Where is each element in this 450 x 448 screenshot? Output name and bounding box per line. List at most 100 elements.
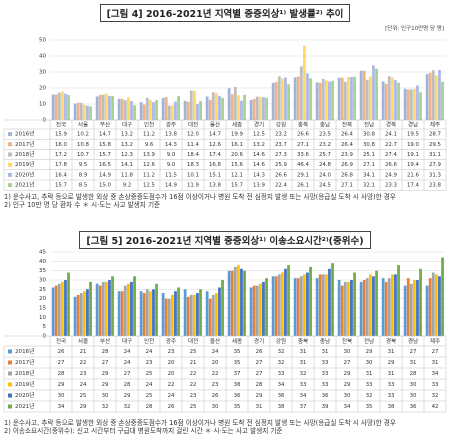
bar — [120, 291, 124, 336]
bar — [369, 76, 372, 120]
bar — [111, 276, 114, 336]
y-tick-label: 5 — [43, 324, 47, 330]
table-cell: 30 — [366, 360, 373, 366]
y-tick-label: 45 — [39, 250, 46, 256]
bar — [309, 78, 312, 120]
table-cell: 15.7 — [55, 183, 67, 189]
bar — [249, 100, 253, 120]
table-cell: 26.8 — [341, 172, 354, 178]
table-cell: 16.5 — [99, 162, 111, 168]
table-cell: 23 — [80, 371, 87, 377]
table-cell: 25.1 — [363, 152, 375, 158]
bar — [409, 283, 413, 336]
table-cell: 12.0 — [187, 132, 200, 138]
bar — [381, 278, 385, 336]
table-cell: 25 — [190, 349, 197, 355]
table-cell: 14.7 — [209, 132, 221, 138]
table-cell: 30.8 — [363, 132, 376, 138]
table-cell: 23 — [212, 382, 219, 388]
bar — [133, 276, 136, 336]
table-cell: 24 — [80, 382, 87, 388]
table-cell: 15.0 — [99, 183, 112, 189]
table-cell: 26.4 — [341, 132, 354, 138]
table-cell: 29 — [256, 393, 263, 399]
table-cell: 34 — [278, 382, 285, 388]
table-cell: 27 — [432, 349, 439, 355]
title-box: [그림 5] 2016-2021년 지역별 중증외상¹⁾ 이송소요시간²⁾(중위… — [0, 229, 450, 249]
bar — [123, 285, 127, 336]
table-cell: 21 — [190, 360, 197, 366]
bar — [89, 106, 92, 120]
bar — [406, 278, 410, 336]
bar — [419, 268, 422, 336]
x-tick-label: 제주 — [430, 337, 440, 345]
bar — [350, 77, 353, 120]
bar — [105, 281, 108, 336]
table-cell: 24.1 — [385, 132, 397, 138]
bar — [73, 103, 77, 120]
legend-swatch — [8, 162, 12, 167]
table-cell: 33 — [322, 360, 329, 366]
bar — [95, 96, 99, 120]
bar — [287, 84, 290, 120]
bar — [67, 94, 70, 120]
table-cell: 12.3 — [121, 152, 133, 158]
table-cell: 12.6 — [209, 142, 222, 148]
y-tick-label: 0 — [43, 118, 47, 124]
y-tick-label: 30 — [39, 70, 46, 76]
table-cell: 31.3 — [429, 172, 441, 178]
bar — [199, 100, 202, 120]
bar — [362, 70, 366, 120]
table-cell: 33 — [388, 382, 395, 388]
table-cell: 38 — [234, 382, 241, 388]
table-cell: 28 — [58, 371, 65, 377]
unit-label: [단위: 인구10만명 당 명] — [385, 26, 444, 32]
table-cell: 26.4 — [341, 142, 354, 148]
bar — [149, 291, 152, 336]
bar — [441, 257, 444, 336]
table-cell: 33 — [366, 382, 373, 388]
table-cell: 32 — [366, 393, 373, 399]
y-tick-label: 50 — [39, 38, 46, 44]
bar — [64, 280, 67, 336]
bar — [321, 78, 325, 120]
table-cell: 27 — [102, 360, 109, 366]
bar — [218, 95, 221, 120]
x-tick-label: 충남 — [320, 337, 330, 345]
bar — [384, 281, 388, 336]
bar — [372, 276, 375, 336]
bar — [61, 91, 64, 120]
table-cell: 13.2 — [121, 132, 133, 138]
y-tick-label: 30 — [39, 278, 46, 284]
table-cell: 19.0 — [407, 142, 420, 148]
bar — [271, 276, 275, 336]
bar — [145, 97, 149, 120]
bar — [394, 80, 397, 120]
bar — [372, 65, 375, 120]
table-cell: 10.2 — [77, 132, 89, 138]
x-tick-label: 서울 — [78, 121, 88, 129]
table-cell: 16.4 — [55, 172, 68, 178]
table-cell: 32 — [278, 360, 285, 366]
bar — [186, 101, 190, 120]
table-cell: 18.4 — [187, 152, 200, 158]
x-tick-label: 충북 — [298, 337, 308, 345]
table-cell: 30 — [344, 393, 351, 399]
bar — [265, 278, 268, 336]
x-tick-label: 경기 — [254, 337, 264, 345]
bar — [101, 94, 105, 120]
bar — [193, 294, 196, 336]
table-cell: 36 — [234, 393, 241, 399]
bar — [57, 92, 61, 120]
y-tick-label: 15 — [39, 306, 46, 312]
table-cell: 32 — [124, 404, 131, 410]
bar — [139, 291, 143, 336]
table-cell: 12.6 — [143, 162, 156, 168]
bar — [164, 97, 168, 120]
table-cell: 19.4 — [407, 162, 420, 168]
bar — [397, 265, 400, 336]
bar — [76, 294, 80, 336]
table-cell: 31 — [322, 349, 329, 355]
x-tick-label: 세종 — [232, 121, 242, 129]
